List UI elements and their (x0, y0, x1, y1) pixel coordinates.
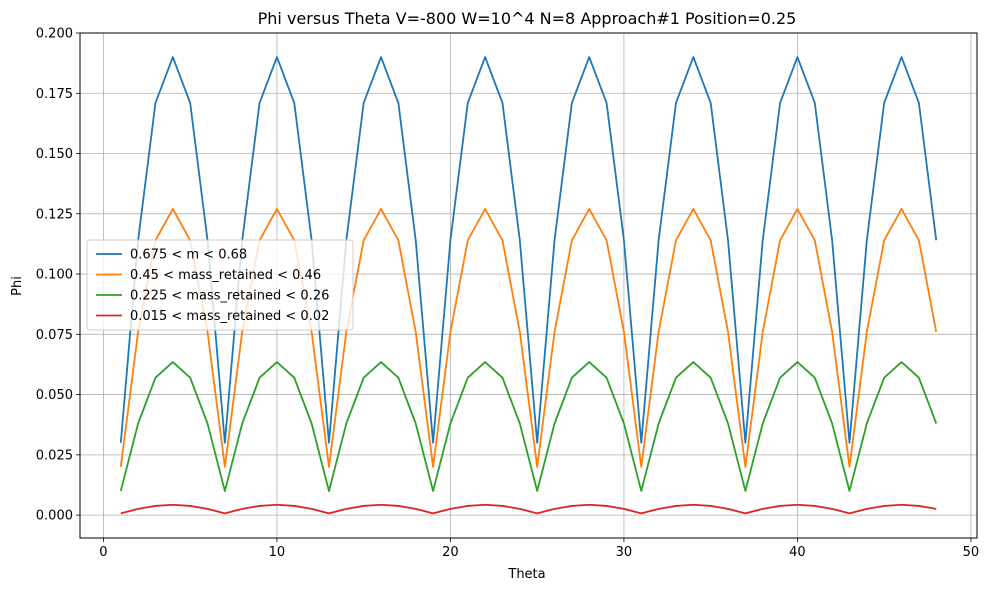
series-line-3 (119, 361, 938, 492)
x-tick-label: 0 (99, 545, 107, 560)
series-lines (119, 56, 938, 515)
legend-entry: 0.45 < mass_retained < 0.46 (130, 268, 321, 283)
series-line-1 (119, 56, 938, 444)
y-tick-label: 0.000 (36, 509, 73, 524)
x-tick-label: 20 (442, 545, 459, 560)
y-axis-ticks: 0.000 0.025 0.050 0.075 0.100 0.125 0.150 0.175… (36, 27, 80, 524)
y-tick-label: 0.100 (36, 268, 73, 283)
y-tick-label: 0.025 (36, 448, 73, 463)
legend-box (86, 239, 354, 331)
x-axis-label: Theta (507, 567, 545, 582)
chart-title: Phi versus Theta V=-800 W=10^4 N=8 Appro… (258, 9, 797, 28)
y-tick-label: 0.200 (36, 27, 73, 42)
x-tick-label: 30 (616, 545, 633, 560)
legend-entry: 0.225 < mass_retained < 0.26 (130, 289, 329, 304)
series-line-4 (120, 503, 937, 515)
plot-frame (79, 32, 978, 539)
legend-entry: 0.675 < m < 0.68 (130, 248, 247, 263)
x-tick-label: 40 (789, 545, 806, 560)
x-tick-label: 10 (269, 545, 286, 560)
y-axis-label: Phi (10, 276, 25, 296)
y-tick-label: 0.050 (36, 388, 73, 403)
y-tick-label: 0.150 (36, 147, 73, 162)
y-tick-label: 0.125 (36, 207, 73, 222)
x-axis-ticks: 0 10 20 30 40 50 (99, 538, 979, 560)
legend: 0.675 < m < 0.68 0.45 < mass_retained < 0… (86, 239, 354, 331)
y-tick-label: 0.175 (36, 87, 73, 102)
x-tick-label: 50 (963, 545, 980, 560)
legend-entry: 0.015 < mass_retained < 0.02 (130, 309, 329, 324)
y-tick-label: 0.075 (36, 328, 73, 343)
